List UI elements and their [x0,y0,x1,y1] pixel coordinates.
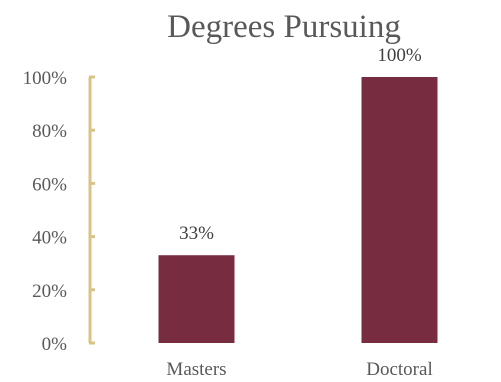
y-tick-label: 0% [42,334,68,355]
chart-title: Degrees Pursuing [167,9,401,45]
y-axis: 0% 20% 40% 60% 80% 100% [23,68,95,355]
x-axis-labels: Masters Doctoral [166,359,432,380]
y-tick-label: 20% [32,281,67,302]
x-tick-label-masters: Masters [166,359,226,380]
bar-doctoral [361,77,438,343]
bar-masters [158,255,235,343]
data-labels: 33% 100% [179,45,422,244]
y-tick-label: 40% [32,228,67,249]
y-tick-label: 60% [32,174,67,195]
y-tick-label: 80% [32,121,67,142]
x-tick-label-doctoral: Doctoral [366,359,432,380]
y-tick-label: 100% [23,68,68,89]
data-label-doctoral: 100% [377,45,422,66]
bars [158,77,438,343]
data-label-masters: 33% [179,223,214,244]
